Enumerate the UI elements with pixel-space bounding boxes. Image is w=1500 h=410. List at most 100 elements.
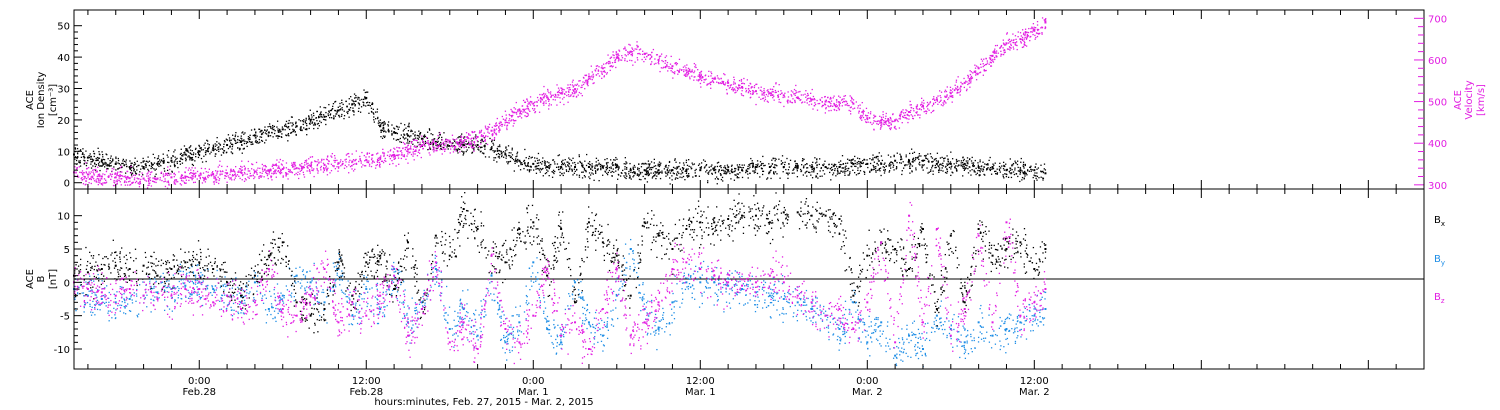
scatter-dot-velocity <box>985 63 988 66</box>
scatter-dot-velocity <box>433 140 435 142</box>
scatter-dot-velocity <box>399 150 402 152</box>
scatter-dot-ion-density <box>276 120 279 122</box>
scatter-dot-ion-density <box>424 140 427 143</box>
scatter-dot-velocity <box>630 54 632 56</box>
scatter-dot-ion-density <box>431 139 433 141</box>
scatter-dot-ion-density <box>684 170 686 173</box>
scatter-dot-ion-density <box>377 117 379 120</box>
scatter-dot-ion-density <box>962 159 965 162</box>
scatter-dot-ion-density <box>899 162 901 164</box>
scatter-dot-ion-density <box>533 169 535 171</box>
scatter-dot-ion-density <box>345 100 347 102</box>
scatter-dot-velocity <box>712 81 714 83</box>
scatter-dot-ion-density <box>175 158 177 161</box>
scatter-dot-velocity <box>1026 35 1029 38</box>
scatter-dot-ion-density <box>1003 177 1005 179</box>
scatter-dot-ion-density <box>125 163 127 165</box>
scatter-dot-ion-density <box>295 121 297 123</box>
scatter-dot-velocity <box>894 127 896 129</box>
scatter-dot-ion-density <box>166 154 168 156</box>
scatter-dot-ion-density <box>921 159 923 162</box>
scatter-dot-velocity <box>348 164 350 166</box>
scatter-dot-ion-density <box>91 161 93 163</box>
scatter-dot-velocity <box>146 173 148 175</box>
scatter-dot-ion-density <box>278 128 281 131</box>
scatter-dot-ion-density <box>260 130 262 132</box>
scatter-dot-ion-density <box>316 110 318 113</box>
scatter-dot-velocity <box>1002 39 1004 41</box>
scatter-dot-velocity <box>229 173 231 176</box>
scatter-dot-velocity <box>301 166 303 168</box>
scatter-dot-velocity <box>1016 48 1018 51</box>
scatter-dot-ion-density <box>528 169 531 171</box>
scatter-dot-ion-density <box>746 170 749 173</box>
scatter-dot-ion-density <box>812 167 815 170</box>
scatter-dot-velocity <box>238 168 241 170</box>
scatter-dot-velocity <box>851 98 853 100</box>
scatter-dot-velocity <box>417 151 419 153</box>
scatter-dot-ion-density <box>788 163 790 165</box>
scatter-dot-velocity <box>310 165 312 167</box>
scatter-dot-velocity <box>421 135 423 137</box>
scatter-dot-ion-density <box>443 146 445 149</box>
scatter-dot-velocity <box>664 56 666 59</box>
scatter-dot-ion-density <box>811 163 813 166</box>
scatter-dot-ion-density <box>651 166 653 169</box>
scatter-dot-velocity <box>85 180 87 182</box>
scatter-dot-ion-density <box>785 168 787 171</box>
scatter-dot-velocity <box>1036 20 1039 23</box>
scatter-dot-velocity <box>1041 33 1043 35</box>
scatter-dot-velocity <box>526 115 529 118</box>
scatter-dot-ion-density <box>394 128 396 130</box>
scatter-dot-velocity <box>975 79 978 81</box>
scatter-dot-velocity <box>299 170 301 172</box>
scatter-dot-ion-density <box>951 165 953 167</box>
scatter-dot-ion-density <box>1025 172 1027 175</box>
scatter-dot-ion-density <box>874 156 876 159</box>
scatter-dot-ion-density <box>174 156 176 158</box>
scatter-dot-velocity <box>181 174 183 176</box>
scatter-dot-ion-density <box>106 153 108 156</box>
scatter-dot-ion-density <box>508 154 510 157</box>
scatter-dot-velocity <box>748 85 750 87</box>
scatter-dot-velocity <box>652 48 655 51</box>
scatter-dot-ion-density <box>737 166 739 168</box>
scatter-dot-ion-density <box>94 165 97 168</box>
scatter-dot-ion-density <box>277 130 279 132</box>
scatter-dot-velocity <box>468 134 470 136</box>
scatter-dot-ion-density <box>612 164 614 167</box>
scatter-dot-velocity <box>345 161 347 163</box>
scatter-dot-velocity <box>435 147 437 149</box>
scatter-dot-ion-density <box>772 157 774 159</box>
scatter-dot-ion-density <box>895 166 898 168</box>
scatter-dot-velocity <box>810 99 812 101</box>
scatter-dot-ion-density <box>585 164 588 167</box>
scatter-dot-ion-density <box>918 153 921 155</box>
scatter-dot-velocity <box>970 82 972 84</box>
scatter-dot-velocity <box>148 170 150 173</box>
scatter-dot-ion-density <box>150 167 152 170</box>
scatter-dot-ion-density <box>216 141 218 143</box>
scatter-dot-ion-density <box>918 161 921 164</box>
scatter-dot-ion-density <box>179 163 182 165</box>
scatter-dot-ion-density <box>692 163 694 166</box>
scatter-dot-ion-density <box>729 172 731 175</box>
scatter-dot-velocity <box>97 183 100 186</box>
scatter-dot-ion-density <box>987 164 989 166</box>
scatter-dot-ion-density <box>371 102 374 104</box>
scatter-dot-ion-density <box>247 136 250 138</box>
scatter-dot-velocity <box>554 99 556 101</box>
scatter-dot-velocity <box>331 152 333 155</box>
scatter-dot-ion-density <box>872 159 874 161</box>
scatter-dot-ion-density <box>265 130 267 132</box>
scatter-dot-ion-density <box>676 167 679 169</box>
scatter-dot-ion-density <box>831 169 834 171</box>
scatter-dot-velocity <box>544 95 546 97</box>
scatter-dot-velocity <box>499 122 501 125</box>
scatter-dot-ion-density <box>414 134 416 136</box>
scatter-dot-ion-density <box>581 177 584 179</box>
scatter-dot-ion-density <box>1023 167 1025 169</box>
scatter-dot-velocity <box>320 161 322 163</box>
scatter-dot-ion-density <box>978 167 980 169</box>
scatter-dot-ion-density <box>105 162 107 164</box>
